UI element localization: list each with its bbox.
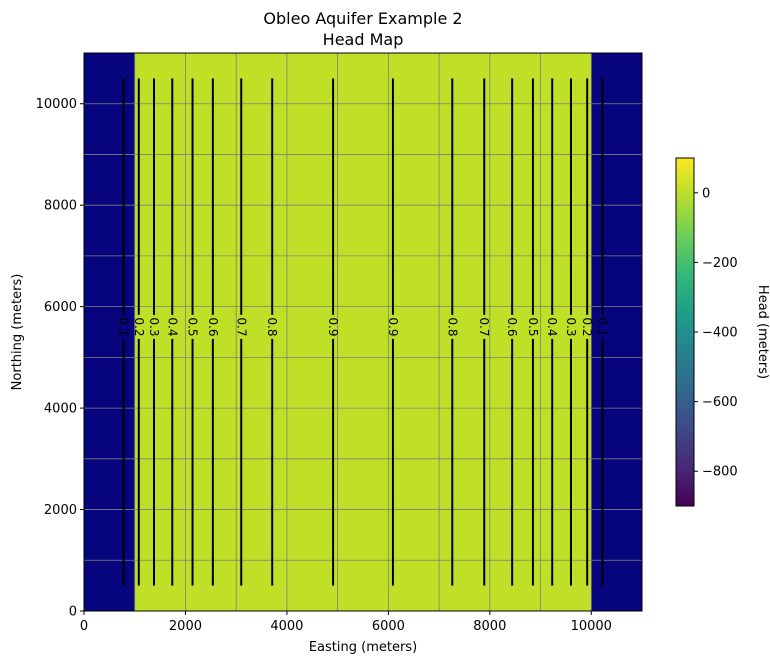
colorbar-tick-label: −400 [702,326,738,341]
x-tick-label: 6000 [372,619,405,634]
contour-label: 0.3 [564,317,578,336]
contour-label: 0.4 [545,317,559,336]
field-region-0 [84,53,135,611]
field-region-2 [591,53,642,611]
x-axis: 0 2000 4000 6000 8000 10000 [80,611,612,634]
contour-label: 0.8 [445,317,459,336]
chart-title-line1: Obleo Aquifer Example 2 [263,9,462,28]
y-tick-label: 8000 [44,199,77,214]
contour-label: 0.6 [206,317,220,336]
x-tick-label: 0 [80,619,88,634]
y-tick-label: 4000 [44,402,77,417]
contour-label: 0.2 [580,317,594,336]
y-tick-label: 0 [69,605,77,620]
colorbar-tick-label: −800 [702,465,738,480]
colorbar-tick-label: 0 [702,186,710,201]
contour-label: 0.5 [186,317,200,336]
chart-title-line2: Head Map [323,30,404,49]
colorbar: −800 −600 −400 −200 0 [675,157,738,507]
colorbar-tick-label: −600 [702,395,738,410]
x-tick-label: 4000 [270,619,303,634]
contour-label: 0.1 [117,317,131,336]
contour-label: 0.9 [326,317,340,336]
y-axis-label: Northing (meters) [10,274,25,391]
contour-label: 0.4 [165,317,179,336]
plot-frame [83,52,643,612]
y-tick-label: 2000 [44,503,77,518]
contour-label: 0.1 [595,317,609,336]
contour-label: 0.2 [132,317,146,336]
x-tick-label: 8000 [473,619,506,634]
contour-label: 0.7 [477,317,491,336]
x-tick-label: 10000 [571,619,612,634]
colorbar-gradient [676,158,694,506]
y-axis: 0 2000 4000 6000 8000 10000 [36,97,84,620]
y-tick-label: 10000 [36,97,77,112]
contour-label: 0.5 [526,317,540,336]
colorbar-tick-label: −200 [702,256,738,271]
contour-label: 0.9 [386,317,400,336]
plot-content: 0.1 0.2 0.3 0.4 0.5 0.6 0.7 0.8 0.9 0.9 0.8 0.7 0.6 0… [84,53,642,611]
field-region-1 [134,53,592,611]
contour-label: 0.6 [505,317,519,336]
x-tick-label: 2000 [169,619,202,634]
contour-label: 0.8 [265,317,279,336]
plot-area: 0.1 0.2 0.3 0.4 0.5 0.6 0.7 0.8 0.9 0.9 0.8 0.7 0.6 0… [83,52,643,612]
colorbar-label: Head (meters) [755,285,770,379]
contour-label: 0.7 [234,317,248,336]
y-tick-label: 6000 [44,300,77,315]
contour-label: 0.3 [147,317,161,336]
x-axis-label: Easting (meters) [309,640,417,655]
